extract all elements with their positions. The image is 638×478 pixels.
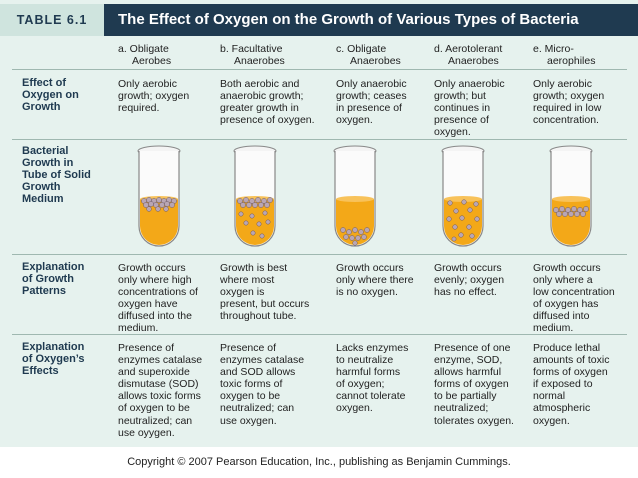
bacteria-colonies bbox=[141, 197, 177, 212]
test-tube-obligate-aerobes bbox=[137, 145, 181, 247]
growth-cell-c: Growth occurs only where there is no oxyge… bbox=[336, 262, 414, 299]
row-divider bbox=[12, 139, 627, 140]
effect-cell-a: Only aerobic growth; oxygen required. bbox=[118, 78, 190, 115]
oxygen-effects-cell-d: Presence of one enzyme, SOD, allows harmfu… bbox=[434, 342, 514, 427]
effect-cell-e: Only aerobic growth; oxygen required in lo… bbox=[533, 78, 605, 127]
growth-cell-d: Growth occurs evenly; oxygen has no effect… bbox=[434, 262, 505, 299]
oxygen-effects-cell-c: Lacks enzymes to neutralize harmful forms o… bbox=[336, 342, 409, 415]
copyright-notice: Copyright © 2007 Pearson Education, Inc.… bbox=[127, 456, 511, 468]
bacteria-colonies bbox=[340, 227, 370, 246]
oxygen-effects-cell-a: Presence of enzymes catalase and superoxid… bbox=[118, 342, 203, 439]
table-number: TABLE 6.1 bbox=[0, 4, 104, 36]
test-tube-microaerophiles bbox=[549, 145, 593, 247]
bacteria-colonies bbox=[446, 199, 480, 242]
test-tube-obligate-anaerobes bbox=[333, 145, 377, 247]
effect-cell-c: Only anaerobic growth; ceases in presence … bbox=[336, 78, 407, 127]
growth-cell-a: Growth occurs only where high concentratio… bbox=[118, 262, 198, 335]
oxygen-effects-cell-b: Presence of enzymes catalase and SOD allow… bbox=[220, 342, 305, 427]
oxygen-effects-cell-e: Produce lethal amounts of toxic forms of o… bbox=[533, 342, 610, 427]
test-tube-facultative-anaerobes bbox=[233, 145, 277, 247]
row-label-tube: Bacterial Growth in Tube of Solid Growth… bbox=[22, 145, 91, 205]
title-bar: TABLE 6.1 The Effect of Oxygen on the Gr… bbox=[0, 4, 638, 36]
growth-cell-b: Growth is best where most oxygen is present… bbox=[220, 262, 310, 323]
column-header-a: a. Obligate Aerobes bbox=[118, 43, 172, 67]
bacteria-colonies bbox=[553, 206, 589, 217]
row-divider bbox=[12, 69, 627, 70]
column-header-d: d. Aerotolerant Anaerobes bbox=[434, 43, 503, 67]
row-label-oxygen-effects: Explanation of Oxygen’s Effects bbox=[22, 341, 85, 377]
growth-cell-e: Growth occurs only where a low concentrati… bbox=[533, 262, 615, 335]
column-header-e: e. Micro-aerophiles bbox=[533, 43, 596, 67]
row-label-effect: Effect of Oxygen on Growth bbox=[22, 77, 79, 113]
column-header-c: c. Obligate Anaerobes bbox=[336, 43, 401, 67]
effect-cell-d: Only anaerobic growth; but continues in pre… bbox=[434, 78, 505, 139]
bacteria-colonies bbox=[237, 197, 273, 239]
column-header-b: b. Facultative Anaerobes bbox=[220, 43, 285, 67]
effect-cell-b: Both aerobic and anaerobic growth; greater… bbox=[220, 78, 315, 127]
row-divider bbox=[12, 334, 627, 335]
row-label-growth-patterns: Explanation of Growth Patterns bbox=[22, 261, 85, 297]
table-frame bbox=[0, 0, 638, 447]
test-tube-aerotolerant-anaerobes bbox=[441, 145, 485, 247]
row-divider bbox=[12, 254, 627, 255]
table-title: The Effect of Oxygen on the Growth of Va… bbox=[118, 11, 579, 28]
